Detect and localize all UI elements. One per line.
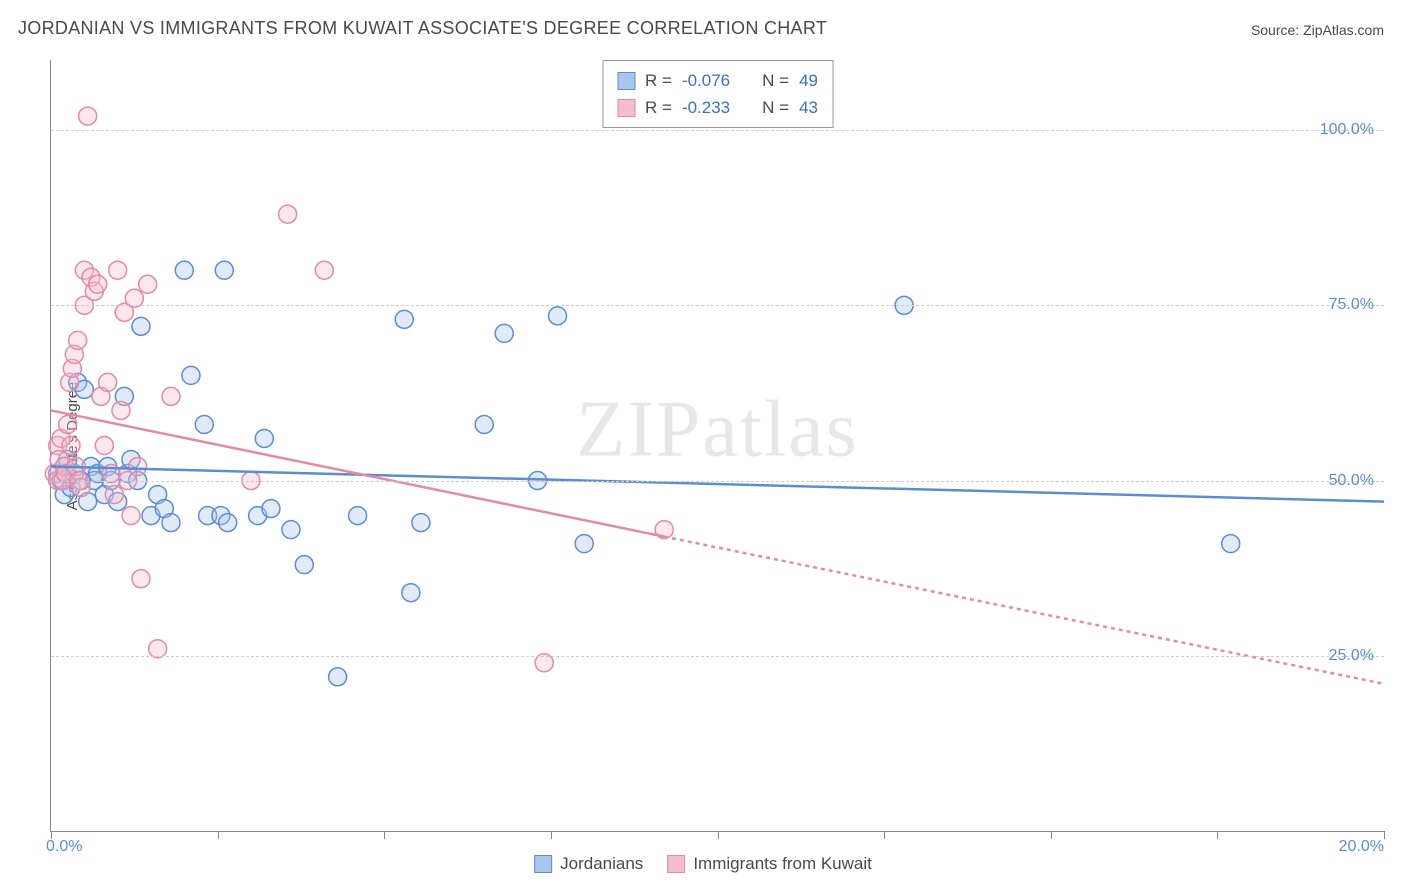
data-point-jordanians[interactable] <box>175 261 193 279</box>
y-tick-label: 50.0% <box>1329 472 1374 490</box>
r-value: -0.076 <box>682 67 730 94</box>
data-point-jordanians[interactable] <box>349 507 367 525</box>
source-site[interactable]: ZipAtlas.com <box>1303 22 1384 38</box>
x-tick <box>384 831 385 839</box>
stats-row-kuwait: R = -0.233 N = 43 <box>617 94 818 121</box>
x-tick <box>1051 831 1052 839</box>
source-label: Source: <box>1251 22 1299 38</box>
n-label: N = <box>762 94 789 121</box>
chart-svg <box>51 60 1384 831</box>
data-point-kuwait[interactable] <box>95 437 113 455</box>
data-point-kuwait[interactable] <box>79 107 97 125</box>
data-point-jordanians[interactable] <box>475 415 493 433</box>
source-attribution: Source: ZipAtlas.com <box>1251 22 1384 38</box>
data-point-jordanians[interactable] <box>195 415 213 433</box>
legend-item-kuwait[interactable]: Immigrants from Kuwait <box>667 854 872 874</box>
trend-line-kuwait <box>664 537 1384 684</box>
r-label: R = <box>645 94 672 121</box>
n-value: 43 <box>799 94 818 121</box>
stats-row-jordanians: R = -0.076 N = 49 <box>617 67 818 94</box>
data-point-jordanians[interactable] <box>295 556 313 574</box>
legend-item-jordanians[interactable]: Jordanians <box>534 854 643 874</box>
data-point-jordanians[interactable] <box>575 535 593 553</box>
legend-label: Jordanians <box>560 854 643 874</box>
data-point-jordanians[interactable] <box>132 317 150 335</box>
data-point-jordanians[interactable] <box>215 261 233 279</box>
data-point-jordanians[interactable] <box>329 668 347 686</box>
stats-legend-box: R = -0.076 N = 49 R = -0.233 N = 43 <box>602 60 833 128</box>
legend-label: Immigrants from Kuwait <box>693 854 872 874</box>
data-point-jordanians[interactable] <box>402 584 420 602</box>
x-tick <box>551 831 552 839</box>
y-tick-label: 25.0% <box>1329 647 1374 665</box>
grid-line <box>51 130 1384 131</box>
data-point-kuwait[interactable] <box>99 373 117 391</box>
r-value: -0.233 <box>682 94 730 121</box>
y-tick-label: 75.0% <box>1329 296 1374 314</box>
data-point-kuwait[interactable] <box>139 275 157 293</box>
r-label: R = <box>645 67 672 94</box>
data-point-kuwait[interactable] <box>59 415 77 433</box>
data-point-jordanians[interactable] <box>395 310 413 328</box>
data-point-kuwait[interactable] <box>279 205 297 223</box>
n-label: N = <box>762 67 789 94</box>
data-point-kuwait[interactable] <box>132 570 150 588</box>
data-point-kuwait[interactable] <box>129 458 147 476</box>
data-point-kuwait[interactable] <box>122 507 140 525</box>
data-point-jordanians[interactable] <box>162 514 180 532</box>
data-point-jordanians[interactable] <box>412 514 430 532</box>
x-tick <box>718 831 719 839</box>
data-point-kuwait[interactable] <box>112 401 130 419</box>
x-tick <box>218 831 219 839</box>
chart-title: JORDANIAN VS IMMIGRANTS FROM KUWAIT ASSO… <box>18 18 827 39</box>
legend-swatch-jordanians <box>534 855 552 873</box>
x-axis-max-label: 20.0% <box>1339 838 1384 856</box>
legend-swatch-kuwait <box>667 855 685 873</box>
y-tick-label: 100.0% <box>1320 121 1374 139</box>
data-point-kuwait[interactable] <box>315 261 333 279</box>
data-point-kuwait[interactable] <box>105 486 123 504</box>
data-point-jordanians[interactable] <box>1222 535 1240 553</box>
x-tick <box>1217 831 1218 839</box>
data-point-jordanians[interactable] <box>282 521 300 539</box>
x-tick <box>884 831 885 839</box>
data-point-jordanians[interactable] <box>255 429 273 447</box>
data-point-kuwait[interactable] <box>89 275 107 293</box>
data-point-jordanians[interactable] <box>219 514 237 532</box>
data-point-jordanians[interactable] <box>549 307 567 325</box>
plot-area: ZIPatlas R =-0.076N =49R =-0.233N =43 25… <box>50 60 1384 832</box>
data-point-jordanians[interactable] <box>495 324 513 342</box>
data-point-kuwait[interactable] <box>62 437 80 455</box>
x-tick <box>1384 831 1385 839</box>
swatch-kuwait <box>617 99 635 117</box>
data-point-jordanians[interactable] <box>182 366 200 384</box>
swatch-jordanians <box>617 72 635 90</box>
data-point-kuwait[interactable] <box>162 387 180 405</box>
chart-container: JORDANIAN VS IMMIGRANTS FROM KUWAIT ASSO… <box>0 0 1406 892</box>
n-value: 49 <box>799 67 818 94</box>
grid-line <box>51 305 1384 306</box>
x-axis-min-label: 0.0% <box>46 838 82 856</box>
grid-line <box>51 481 1384 482</box>
data-point-jordanians[interactable] <box>262 500 280 518</box>
bottom-legend: Jordanians Immigrants from Kuwait <box>534 854 872 874</box>
data-point-kuwait[interactable] <box>69 331 87 349</box>
grid-line <box>51 656 1384 657</box>
data-point-kuwait[interactable] <box>109 261 127 279</box>
